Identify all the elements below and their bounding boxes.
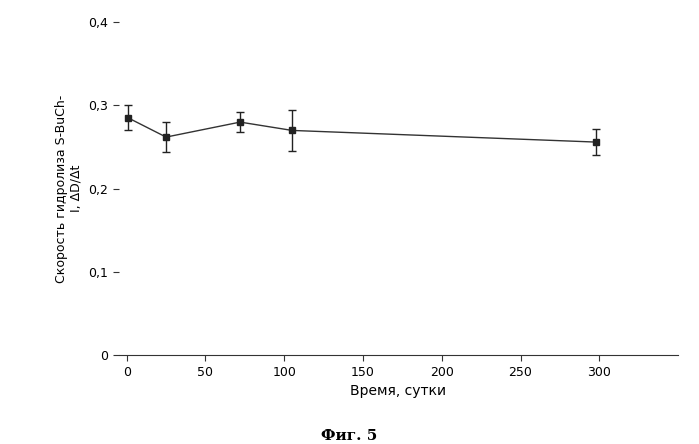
- X-axis label: Время, сутки: Время, сутки: [350, 384, 447, 398]
- Y-axis label: Скорость гидролиза S-BuCh-
I, ΔD/Δt: Скорость гидролиза S-BuCh- I, ΔD/Δt: [55, 95, 83, 283]
- Text: Фиг. 5: Фиг. 5: [322, 428, 377, 443]
